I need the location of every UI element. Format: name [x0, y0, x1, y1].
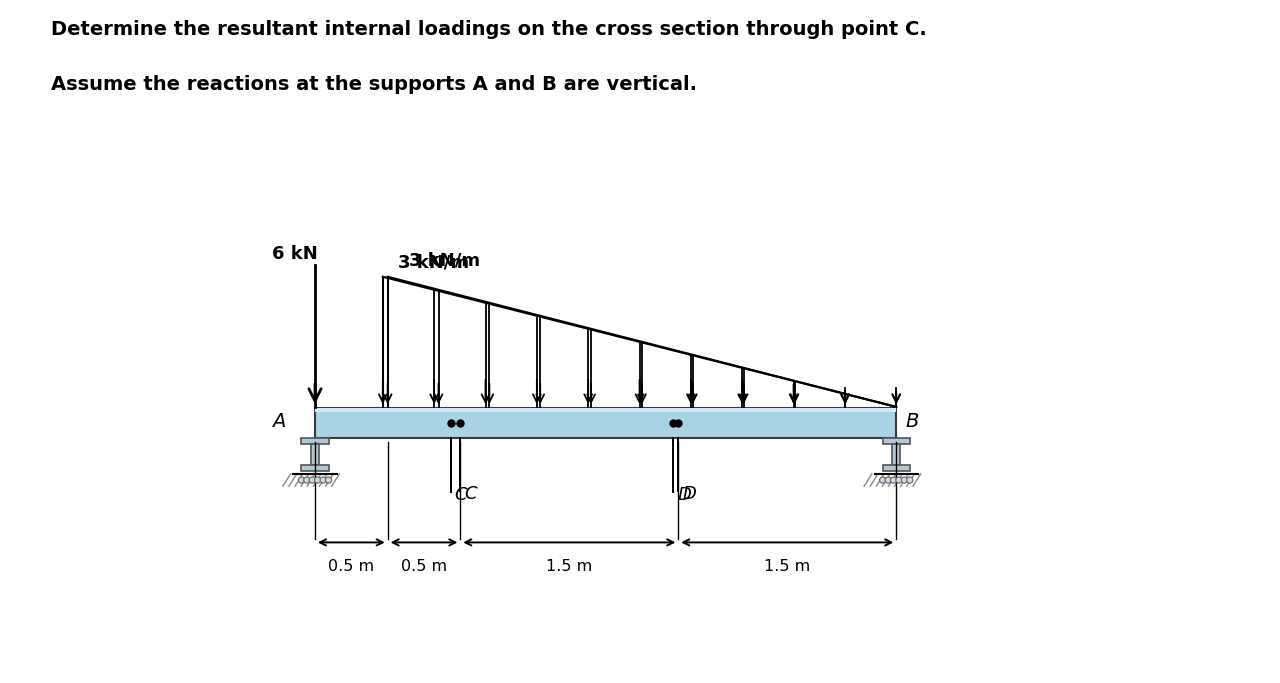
Text: 1.5 m: 1.5 m — [764, 559, 810, 574]
Circle shape — [310, 477, 315, 483]
Circle shape — [901, 477, 908, 483]
Text: C: C — [465, 484, 477, 503]
Bar — [883, 438, 910, 444]
Text: 1.5 m: 1.5 m — [547, 559, 593, 574]
Circle shape — [906, 477, 913, 483]
Text: Determine the resultant internal loadings on the cross section through point C.: Determine the resultant internal loading… — [51, 20, 927, 40]
Bar — [311, 444, 319, 465]
Text: A: A — [273, 412, 285, 431]
Text: B: B — [905, 412, 919, 431]
Bar — [301, 465, 329, 471]
Bar — [315, 408, 896, 413]
Text: Assume the reactions at the supports A and B are vertical.: Assume the reactions at the supports A a… — [51, 75, 698, 94]
Bar — [379, 238, 388, 407]
Circle shape — [896, 477, 902, 483]
Circle shape — [298, 477, 305, 483]
Circle shape — [325, 477, 332, 483]
Bar — [315, 408, 896, 438]
Text: 6 kN: 6 kN — [273, 245, 319, 263]
Circle shape — [315, 477, 321, 483]
Text: D: D — [677, 486, 691, 504]
Text: 0.5 m: 0.5 m — [401, 559, 447, 574]
Text: 3 kN/m: 3 kN/m — [398, 253, 470, 272]
Text: D: D — [682, 484, 696, 503]
Bar — [301, 438, 329, 444]
Bar — [892, 444, 900, 465]
Text: 3 kN/m: 3 kN/m — [410, 251, 480, 269]
Text: C: C — [454, 486, 467, 504]
Circle shape — [320, 477, 326, 483]
Circle shape — [303, 477, 310, 483]
Text: 0.5 m: 0.5 m — [328, 559, 374, 574]
Circle shape — [879, 477, 886, 483]
Circle shape — [891, 477, 896, 483]
Circle shape — [884, 477, 891, 483]
Bar — [883, 465, 910, 471]
